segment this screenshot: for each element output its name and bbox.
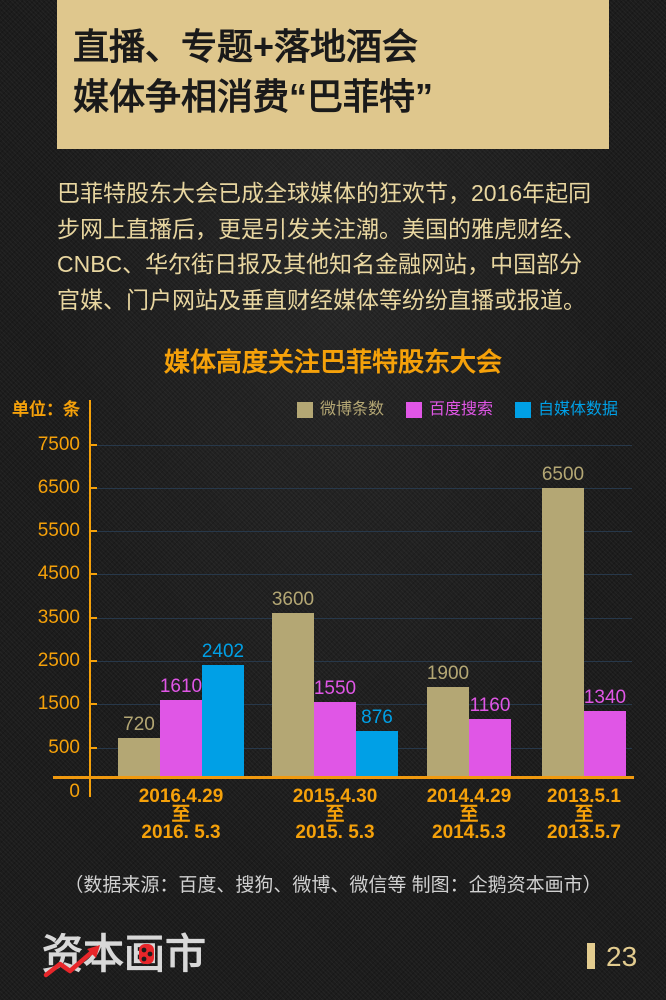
legend-label-weibo: 微博条数: [320, 401, 385, 418]
legend-swatch-weibo: [297, 402, 313, 418]
y-tick-label: 2500: [37, 650, 80, 671]
x-category-label: 2016.4.29 至 2016. 5.3: [116, 786, 246, 843]
data-label-weibo: 720: [123, 714, 155, 736]
bar-weibo: [427, 687, 469, 777]
chart-title: 媒体高度关注巴菲特股东大会: [163, 347, 502, 377]
bar-baidu: [314, 702, 356, 777]
x-category-label-line: 至: [325, 804, 345, 825]
gridline: [96, 445, 632, 446]
y-tick-label: 1500: [37, 693, 80, 714]
x-category-label-line: 2013.5.7: [547, 822, 621, 843]
x-category-label-line: 至: [459, 804, 479, 825]
gridline: [96, 618, 632, 619]
y-tick-mark: [89, 530, 97, 532]
y-tick-mark: [89, 660, 97, 662]
y-tick-label: 6500: [37, 477, 80, 498]
bar-weibo: [118, 738, 160, 777]
bar-self-media: [356, 731, 398, 777]
page-number: 23: [606, 941, 638, 972]
legend-item-self-media: 自媒体数据: [515, 401, 618, 419]
gridline: [96, 531, 632, 532]
legend-item-baidu: 百度搜索: [406, 401, 493, 419]
gridline: [96, 488, 632, 489]
data-label-weibo: 3600: [271, 589, 315, 611]
legend-swatch-baidu: [406, 402, 423, 418]
data-label-self-media: 876: [361, 707, 393, 729]
data-label-baidu: 1340: [583, 687, 627, 709]
bar-weibo: [272, 613, 314, 777]
page-number-accent-bar: [587, 943, 595, 969]
y-tick-mark: [89, 747, 97, 749]
x-category-label-line: 至: [574, 804, 594, 825]
legend-swatch-self-media: [515, 402, 532, 418]
bar-baidu: [584, 711, 626, 777]
y-tick-label: 0: [69, 781, 80, 802]
legend-item-weibo: 微博条数: [297, 401, 384, 419]
intro-paragraph: 巴菲特股东大会已成全球媒体的狂欢节，2016年起同 步网上直播后，更是引发关注潮…: [57, 176, 617, 318]
y-tick-mark: [89, 444, 97, 446]
x-category-label-line: 2015.4.30: [292, 786, 378, 807]
data-label-baidu: 1160: [469, 695, 511, 717]
bar-weibo: [542, 487, 584, 777]
x-category-label-line: 2014.4.29: [426, 786, 512, 807]
data-label-weibo: 6500: [541, 463, 585, 485]
gridline: [96, 574, 632, 575]
data-source-note: （数据来源：百度、搜狗、微博、微信等 制图：企鹅资本画市）: [64, 875, 602, 896]
x-category-label-line: 2016.4.29: [138, 786, 224, 807]
gridline: [96, 704, 632, 705]
bar-baidu: [469, 719, 511, 777]
y-axis-unit-label: 单位：条: [12, 400, 80, 419]
x-category-label: 2013.5.1 至 2013.5.7: [519, 786, 649, 843]
legend-label-baidu: 百度搜索: [429, 401, 494, 418]
y-tick-label: 500: [48, 737, 80, 758]
intro-line: 巴菲特股东大会已成全球媒体的狂欢节，2016年起同: [57, 180, 592, 206]
y-tick-mark: [89, 573, 97, 575]
brand-logo: 资本画市: [40, 928, 215, 980]
headline-line-1: 直播、专题+落地酒会: [73, 26, 419, 67]
legend-label-self-media: 自媒体数据: [538, 401, 619, 418]
y-tick-label: 7500: [37, 434, 80, 455]
headline-line-2: 媒体争相消费“巴菲特”: [73, 76, 434, 117]
data-label-baidu: 1550: [313, 678, 357, 700]
intro-line: CNBC、华尔街日报及其他知名金融网站，中国部分: [57, 251, 583, 277]
bar-self-media: [202, 665, 244, 777]
data-label-weibo: 1900: [426, 663, 470, 685]
y-tick-label: 5500: [37, 520, 80, 541]
chart-legend: 微博条数 百度搜索 自媒体数据: [297, 401, 618, 419]
x-category-label-line: 至: [171, 804, 191, 825]
x-category-label-line: 2013.5.1: [547, 786, 621, 807]
x-category-label: 2014.4.29 至 2014.5.3: [404, 786, 534, 843]
x-category-label-line: 2014.5.3: [432, 822, 506, 843]
intro-line: 官媒、门户网站及垂直财经媒体等纷纷直播或报道。: [57, 286, 586, 313]
bar-baidu: [160, 699, 202, 777]
x-category-label-line: 2015. 5.3: [295, 822, 375, 843]
gridline: [96, 661, 632, 662]
intro-line: 步网上直播后，更是引发关注潮。美国的雅虎财经、: [57, 215, 586, 242]
data-label-self-media: 2402: [201, 641, 245, 663]
y-tick-mark: [89, 703, 97, 705]
trend-arrow-icon: [43, 944, 154, 978]
y-tick-mark: [89, 487, 97, 489]
y-tick-label: 3500: [37, 607, 80, 628]
header-banner: [57, 0, 609, 149]
x-axis-line: [53, 776, 634, 779]
x-category-label-line: 2016. 5.3: [141, 822, 221, 843]
y-tick-mark: [89, 617, 97, 619]
data-label-baidu: 1610: [159, 675, 203, 697]
y-tick-label: 4500: [37, 563, 80, 584]
y-axis-line: [89, 400, 91, 797]
x-category-label: 2015.4.30 至 2015. 5.3: [270, 786, 400, 843]
